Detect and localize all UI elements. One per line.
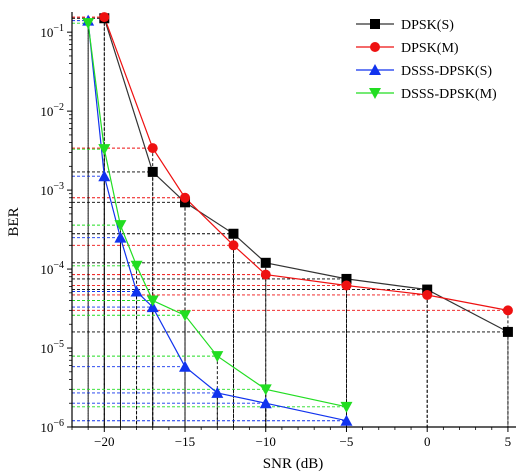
- data-point: [341, 273, 352, 284]
- data-point: [260, 257, 271, 268]
- legend-marker-1: [370, 19, 380, 29]
- x-tick-label: −5: [340, 434, 354, 449]
- legend-marker-4: [369, 88, 381, 99]
- data-point: [340, 401, 353, 413]
- data-point: [259, 397, 272, 409]
- data-point: [211, 351, 224, 363]
- data-point: [179, 360, 192, 372]
- data-point: [82, 18, 95, 30]
- x-tick-label: −15: [175, 434, 195, 449]
- data-point: [502, 326, 513, 337]
- legend-label-1: DPSK(S): [401, 18, 454, 33]
- data-point: [146, 301, 159, 313]
- data-point: [130, 285, 143, 297]
- series-line-2: [103, 16, 509, 311]
- data-point: [180, 192, 191, 203]
- x-tick-label: 5: [505, 434, 512, 449]
- x-tick-label: −20: [94, 434, 114, 449]
- y-tick-label: 10−6: [40, 418, 64, 435]
- data-point: [259, 384, 272, 396]
- data-point: [130, 260, 143, 272]
- legend-label-4: DSSS-DPSK(M): [401, 87, 497, 102]
- x-tick-label: −10: [256, 434, 276, 449]
- data-point: [146, 295, 159, 307]
- y-tick-label: 10−4: [40, 260, 64, 277]
- data-point: [340, 414, 353, 426]
- data-point: [98, 144, 111, 156]
- data-point: [147, 166, 158, 177]
- data-point: [228, 228, 239, 239]
- data-point: [147, 143, 158, 154]
- y-tick-label: 10−2: [40, 102, 64, 119]
- y-tick-label: 10−1: [40, 23, 64, 40]
- legend: DPSK(S) DPSK(M) DSSS-DPSK(S) DSSS-DPSK(M): [356, 18, 497, 102]
- data-point: [114, 231, 127, 243]
- data-point: [422, 284, 433, 295]
- data-point: [179, 310, 192, 322]
- data-point: [228, 240, 239, 251]
- drop-lines: [72, 16, 509, 427]
- x-tick-label: 0: [424, 434, 431, 449]
- axes: −20 −15 −10 −5 0 5 10−6 10−5 10−4 10−3 10−2 10−1: [40, 12, 516, 449]
- data-point: [422, 289, 433, 300]
- y-tick-label: 10−3: [40, 181, 64, 198]
- legend-marker-2: [370, 42, 380, 52]
- x-axis-title: SNR (dB): [263, 456, 323, 472]
- y-tick-label: 10−5: [40, 339, 64, 356]
- y-axis-title: BER: [6, 207, 22, 236]
- legend-label-3: DSSS-DPSK(S): [401, 64, 492, 79]
- legend-label-2: DPSK(M): [401, 41, 459, 56]
- data-point: [114, 220, 127, 232]
- data-point: [341, 280, 352, 291]
- data-point: [260, 269, 271, 280]
- series-line-4: [87, 23, 347, 408]
- data-point: [211, 386, 224, 398]
- legend-marker-3: [369, 64, 381, 75]
- series-line-1: [103, 18, 509, 333]
- data-point: [98, 170, 111, 182]
- markers: [82, 12, 513, 426]
- data-point: [99, 12, 110, 23]
- data-point: [502, 305, 513, 316]
